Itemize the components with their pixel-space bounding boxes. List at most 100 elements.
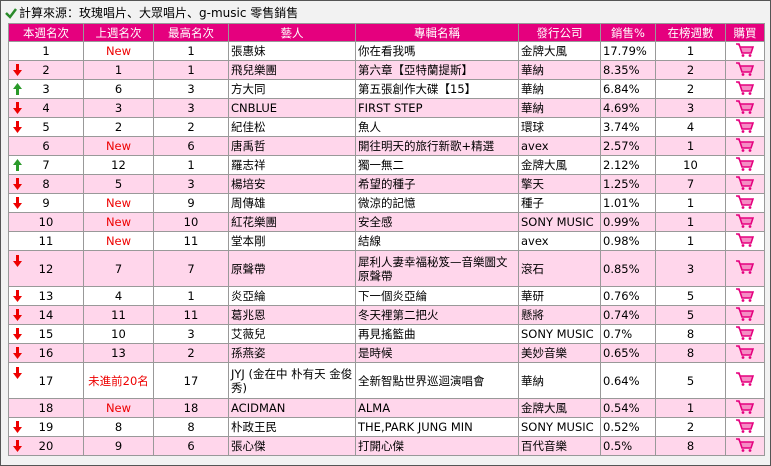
cell: 0.52% — [600, 417, 656, 437]
cell: 結線 — [355, 231, 519, 251]
cell: 原聲帶 — [228, 250, 356, 287]
cell-text: avex — [521, 139, 549, 153]
cell: 金牌大風 — [518, 155, 601, 175]
cell-text: 紀佳松 — [231, 120, 266, 134]
cell: 17.79% — [600, 41, 656, 61]
cell-text: 2 — [686, 82, 695, 96]
cell-text: 金牌大風 — [521, 158, 567, 172]
cell: 1.25% — [600, 174, 656, 194]
cell-text: 羅志祥 — [231, 158, 266, 172]
trend-arrow — [13, 121, 22, 133]
trend-arrow — [13, 255, 22, 267]
cell: 19 — [8, 417, 84, 437]
cell: 葛兆恩 — [228, 305, 356, 325]
cell: 美妙音樂 — [518, 343, 601, 363]
column-header: 發行公司 — [518, 23, 601, 42]
cell: 1 — [8, 41, 84, 61]
cart-button[interactable] — [736, 399, 755, 414]
cell: 紅花樂團 — [228, 212, 356, 232]
cell-text: 5 — [114, 177, 123, 191]
buy-cell — [725, 362, 765, 399]
cell-text: avex — [521, 234, 549, 248]
title-bar: 計算來源：玫瑰唱片、大眾唱片、g-music 零售銷售 — [5, 4, 298, 22]
cell: 4 — [655, 117, 726, 137]
cell: 18 — [153, 398, 229, 418]
cell: 1 — [655, 193, 726, 213]
cart-button[interactable] — [736, 344, 755, 359]
cell-text: 堂本剛 — [231, 234, 266, 248]
buy-cell — [725, 136, 765, 156]
table-row: 20 9 6 張心傑 打開心傑 百代音樂 0.5% 8 — [8, 436, 765, 456]
cart-button[interactable] — [736, 175, 755, 190]
cell-text: 11 — [183, 308, 199, 322]
cell-text: 2 — [686, 420, 695, 434]
cell: 3 — [153, 79, 229, 99]
cell-text: 環球 — [521, 120, 544, 134]
cell: avex — [518, 136, 601, 156]
cell: 百代音樂 — [518, 436, 601, 456]
cell-text: 唐禹哲 — [231, 139, 266, 153]
cell: 0.64% — [600, 362, 656, 399]
cell-text: 5 — [686, 308, 695, 322]
cell: 楊培安 — [228, 174, 356, 194]
cell: 2 — [153, 117, 229, 137]
cart-button[interactable] — [736, 287, 755, 302]
cart-button[interactable] — [736, 61, 755, 76]
cell-text: 張惠妹 — [231, 44, 266, 58]
cell-text: 2 — [42, 63, 50, 77]
table-row: 5 2 2 紀佳松 魚人 環球 3.74% 4 — [8, 117, 765, 137]
cell: 艾薇兒 — [228, 324, 356, 344]
cell: 17 — [153, 362, 229, 399]
cart-button[interactable] — [736, 194, 755, 209]
cart-button[interactable] — [736, 213, 755, 228]
cell-text: 0.7% — [603, 327, 633, 341]
cart-button[interactable] — [736, 325, 755, 340]
cart-button[interactable] — [736, 42, 755, 57]
cell-text: 11 — [183, 234, 199, 248]
cell: 11 — [8, 231, 84, 251]
column-header: 購買 — [725, 23, 765, 42]
cell-text: ACIDMAN — [231, 401, 286, 415]
cell: 1 — [153, 60, 229, 80]
cell-text: 華納 — [521, 63, 544, 77]
cart-button[interactable] — [736, 118, 755, 133]
cell: 13 — [83, 343, 154, 363]
cell-text: 艾薇兒 — [231, 327, 266, 341]
trend-arrow — [13, 197, 22, 209]
cell-text: 8.35% — [603, 63, 640, 77]
cart-button[interactable] — [736, 156, 755, 171]
table-row: 11 New 11 堂本剛 結線 avex 0.98% 1 — [8, 231, 765, 251]
trend-arrow — [13, 64, 22, 76]
cell-text: 1 — [686, 44, 695, 58]
cell-text: 1 — [114, 63, 123, 77]
cart-button[interactable] — [736, 306, 755, 321]
cart-button[interactable] — [736, 260, 755, 274]
cart-button[interactable] — [736, 372, 755, 386]
cell-text: 孫燕姿 — [231, 346, 266, 360]
cell-text: 8 — [114, 420, 123, 434]
cell: 1 — [153, 41, 229, 61]
cell: 3 — [153, 98, 229, 118]
table-row: 15 10 3 艾薇兒 再見搖籃曲 SONY MUSIC 0.7% 8 — [8, 324, 765, 344]
cell-text: 10 — [683, 158, 698, 172]
cart-button[interactable] — [736, 137, 755, 152]
cell-text: 犀利人妻幸福秘笈—音樂圖文原聲帶 — [358, 254, 508, 283]
cell-text: 希望的種子 — [358, 177, 416, 191]
cell: 5 — [8, 117, 84, 137]
cart-button[interactable] — [736, 80, 755, 95]
cell-text: 3 — [686, 261, 695, 276]
cart-button[interactable] — [736, 232, 755, 247]
cell-text: 14 — [38, 308, 54, 322]
trend-arrow — [13, 290, 22, 302]
cart-button[interactable] — [736, 99, 755, 114]
cell: 6 — [153, 136, 229, 156]
cart-button[interactable] — [736, 418, 755, 433]
cell-text: 你在看我嗎 — [358, 44, 416, 58]
cell-text: 0.98% — [603, 234, 640, 248]
cell: 0.5% — [600, 436, 656, 456]
cell-text: 朴政王民 — [231, 420, 277, 434]
cell: JYJ (金在中 朴有天 金俊秀) — [228, 362, 356, 399]
cell: 金牌大風 — [518, 41, 601, 61]
cart-button[interactable] — [736, 437, 755, 452]
